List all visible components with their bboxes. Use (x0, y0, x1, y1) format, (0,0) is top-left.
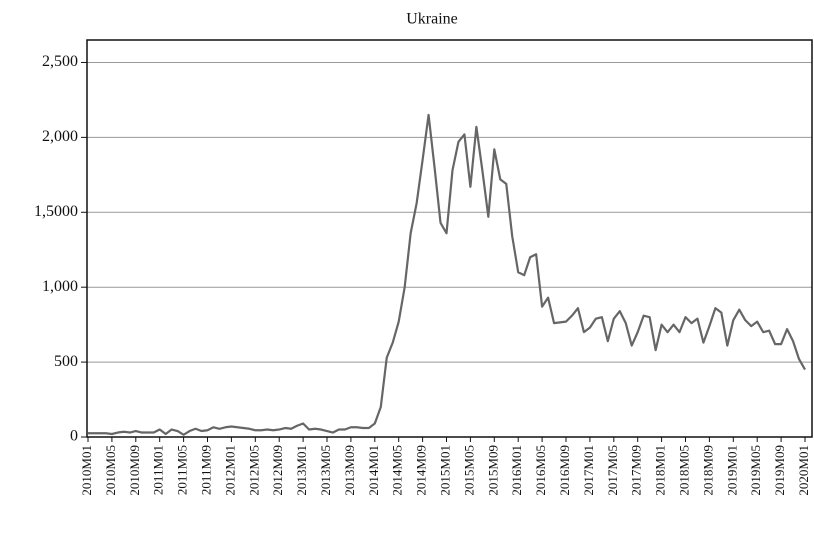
x-tick-label: 2012M05 (246, 445, 261, 496)
y-tick-label: 2,500 (42, 53, 78, 70)
x-tick-label: 2015M05 (461, 445, 476, 496)
x-tick-label: 2014M09 (414, 445, 429, 496)
y-tick-label: 1,5000 (34, 203, 78, 220)
x-tick-label: 2010M01 (79, 445, 94, 496)
x-tick-label: 2018M05 (676, 445, 691, 496)
x-tick-label: 2012M01 (222, 445, 237, 496)
y-tick-label: 1,000 (42, 278, 78, 295)
x-tick-label: 2015M09 (485, 445, 500, 496)
x-tick-label: 2011M05 (175, 445, 190, 495)
x-tick-label: 2017M09 (629, 445, 644, 496)
x-tick-label: 2013M05 (318, 445, 333, 496)
x-tick-label: 2020M01 (796, 445, 811, 496)
x-tick-label: 2016M01 (509, 445, 524, 496)
x-tick-label: 2019M01 (724, 445, 739, 496)
x-tick-label: 2017M05 (605, 445, 620, 496)
x-tick-label: 2014M05 (390, 445, 405, 496)
x-tick-label: 2015M01 (437, 445, 452, 496)
x-tick-label: 2014M01 (366, 445, 381, 496)
y-tick-label: 500 (54, 353, 78, 370)
data-line (88, 113, 806, 436)
x-tick-label: 2019M05 (748, 445, 763, 496)
x-tick-label: 2012M09 (270, 445, 285, 496)
x-tick-label: 2011M09 (198, 445, 213, 495)
x-tick-label: 2013M09 (342, 445, 357, 496)
y-tick-label: 0 (70, 428, 78, 445)
x-tick-label: 2016M09 (557, 445, 572, 496)
x-tick-label: 2010M09 (127, 445, 142, 496)
x-tick-label: 2016M05 (533, 445, 548, 496)
x-tick-label: 2018M09 (700, 445, 715, 496)
x-tick-label: 2013M01 (294, 445, 309, 496)
x-tick-label: 2018M01 (653, 445, 668, 496)
plot-frame (86, 39, 813, 438)
x-tick-label: 2011M01 (151, 445, 166, 495)
x-tick-label: 2010M05 (103, 445, 118, 496)
x-tick-label: 2019M09 (772, 445, 787, 496)
chart-title: Ukraine (406, 11, 458, 28)
y-tick-label: 2,000 (42, 128, 78, 145)
x-tick-label: 2017M01 (581, 445, 596, 496)
